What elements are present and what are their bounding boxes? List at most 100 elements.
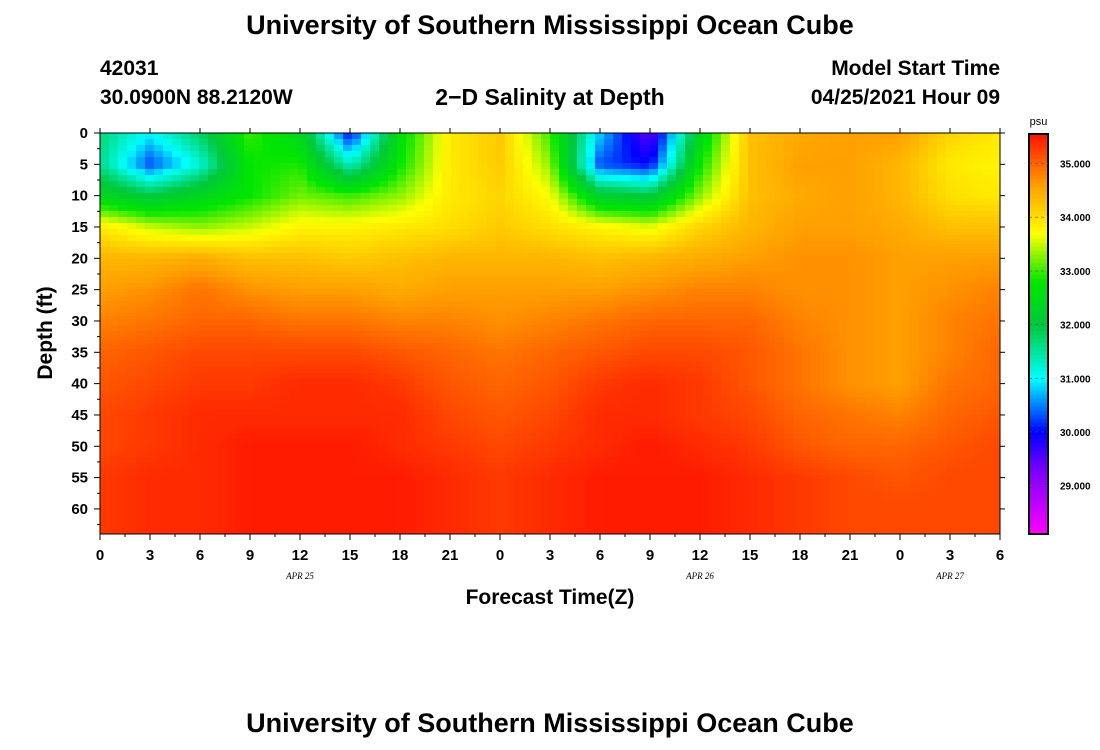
heatmap-cell [280, 259, 290, 266]
heatmap-cell [370, 139, 380, 146]
heatmap-cell [352, 397, 362, 404]
heatmap-cell [514, 397, 524, 404]
heatmap-cell [721, 283, 731, 290]
heatmap-cell [658, 313, 668, 320]
heatmap-cell [100, 259, 110, 266]
heatmap-cell [541, 313, 551, 320]
heatmap-cell [811, 355, 821, 362]
heatmap-cell [118, 169, 128, 176]
heatmap-cell [145, 211, 155, 218]
heatmap-cell [892, 427, 902, 434]
heatmap-cell [514, 205, 524, 212]
heatmap-cell [973, 205, 983, 212]
heatmap-cell [334, 229, 344, 236]
heatmap-cell [667, 157, 677, 164]
heatmap-cell [298, 169, 308, 176]
heatmap-cell [145, 343, 155, 350]
heatmap-cell [892, 223, 902, 230]
heatmap-cell [604, 409, 614, 416]
heatmap-cell [865, 301, 875, 308]
heatmap-cell [991, 145, 1000, 152]
heatmap-cell [703, 187, 713, 194]
heatmap-cell [415, 415, 425, 422]
heatmap-cell [838, 343, 848, 350]
heatmap-cell [748, 373, 758, 380]
heatmap-cell [775, 331, 785, 338]
heatmap-cell [325, 349, 335, 356]
heatmap-cell [883, 193, 893, 200]
heatmap-cell [406, 193, 416, 200]
heatmap-cell [307, 415, 317, 422]
heatmap-cell [217, 427, 227, 434]
heatmap-cell [262, 307, 272, 314]
heatmap-cell [982, 415, 992, 422]
heatmap-cell [154, 217, 164, 224]
heatmap-cell [910, 361, 920, 368]
heatmap-cell [901, 295, 911, 302]
heatmap-cell [820, 211, 830, 218]
heatmap-cell [415, 181, 425, 188]
heatmap-cell [946, 283, 956, 290]
heatmap-cell [712, 217, 722, 224]
heatmap-cell [127, 427, 137, 434]
heatmap-cell [568, 331, 578, 338]
heatmap-cell [910, 265, 920, 272]
heatmap-cell [370, 235, 380, 242]
heatmap-cell [361, 217, 371, 224]
heatmap-cell [298, 373, 308, 380]
heatmap-cell [289, 385, 299, 392]
heatmap-cell [298, 139, 308, 146]
heatmap-cell [568, 313, 578, 320]
heatmap-cell [172, 409, 182, 416]
heatmap-cell [721, 271, 731, 278]
heatmap-cell [271, 313, 281, 320]
heatmap-cell [865, 307, 875, 314]
heatmap-cell [775, 145, 785, 152]
heatmap-cell [280, 181, 290, 188]
heatmap-cell [163, 187, 173, 194]
heatmap-cell [460, 361, 470, 368]
heatmap-cell [784, 355, 794, 362]
heatmap-cell [316, 145, 326, 152]
heatmap-cell [487, 223, 497, 230]
heatmap-cell [910, 229, 920, 236]
heatmap-cell [676, 265, 686, 272]
heatmap-cell [811, 169, 821, 176]
heatmap-cell [370, 205, 380, 212]
heatmap-cell [694, 211, 704, 218]
heatmap-cell [568, 415, 578, 422]
heatmap-cell [964, 385, 974, 392]
heatmap-cell [298, 277, 308, 284]
heatmap-cell [829, 277, 839, 284]
heatmap-cell [172, 349, 182, 356]
heatmap-cell [172, 193, 182, 200]
heatmap-cell [658, 385, 668, 392]
heatmap-cell [856, 145, 866, 152]
heatmap-cell [280, 427, 290, 434]
heatmap-cell [892, 367, 902, 374]
heatmap-cell [253, 247, 263, 254]
heatmap-cell [217, 259, 227, 266]
heatmap-cell [478, 175, 488, 182]
heatmap-cell [352, 343, 362, 350]
heatmap-cell [685, 217, 695, 224]
heatmap-cell [883, 409, 893, 416]
heatmap-cell [613, 415, 623, 422]
heatmap-cell [352, 307, 362, 314]
heatmap-cell [451, 169, 461, 176]
heatmap-cell [442, 331, 452, 338]
heatmap-cell [352, 151, 362, 158]
heatmap-cell [307, 301, 317, 308]
heatmap-cell [505, 403, 515, 410]
heatmap-cell [991, 211, 1000, 218]
heatmap-cell [856, 211, 866, 218]
heatmap-cell [262, 337, 272, 344]
heatmap-cell [505, 319, 515, 326]
heatmap-cell [982, 373, 992, 380]
heatmap-cell [163, 283, 173, 290]
heatmap-cell [802, 349, 812, 356]
heatmap-cell [784, 409, 794, 416]
heatmap-cell [712, 343, 722, 350]
heatmap-cell [865, 331, 875, 338]
heatmap-cell [406, 409, 416, 416]
